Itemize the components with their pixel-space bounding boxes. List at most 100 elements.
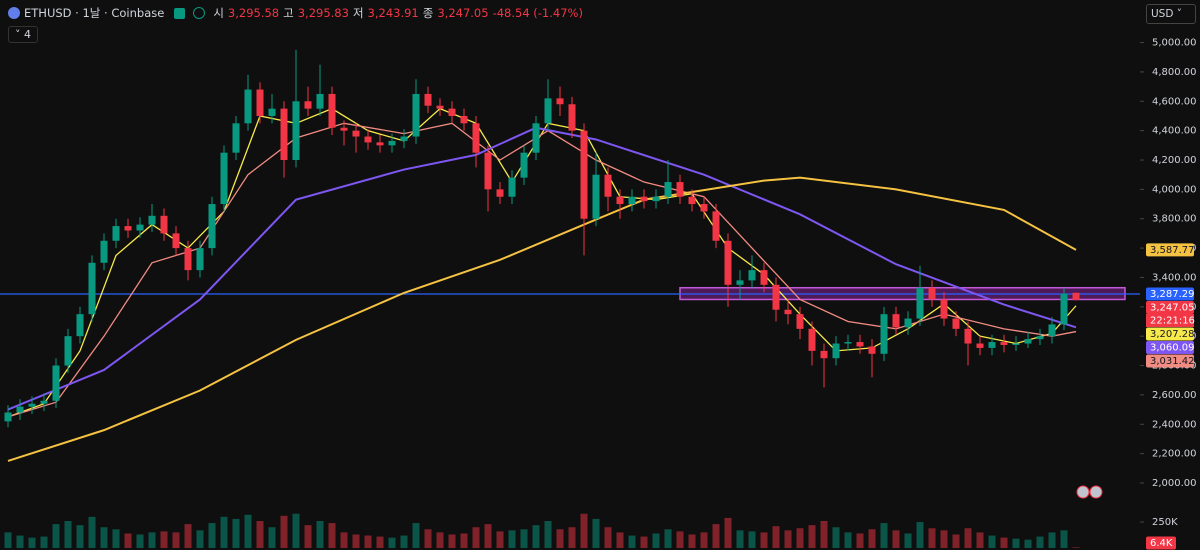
candle-body — [400, 136, 408, 141]
candle-body — [268, 108, 276, 116]
price-label-text: 3,587.77 — [1150, 245, 1195, 256]
close-value: 3,247.05 — [437, 6, 489, 20]
volume-bar — [1024, 539, 1032, 548]
candle-body — [88, 262, 96, 315]
volume-bar — [76, 525, 84, 548]
y-tick-label: 2,200.00 — [1152, 449, 1197, 460]
volume-bar — [208, 523, 216, 548]
volume-bar — [640, 536, 648, 548]
volume-bar — [856, 533, 864, 548]
candle-body — [976, 343, 984, 348]
candle-body — [64, 336, 72, 366]
event-flag — [1089, 485, 1103, 499]
candle-body — [760, 270, 768, 285]
candle-body — [796, 314, 804, 329]
volume-bar — [280, 515, 288, 548]
indicator-count: 4 — [24, 28, 31, 41]
candle-body — [1000, 342, 1008, 345]
volume-bar — [328, 523, 336, 548]
volume-bar — [928, 528, 936, 548]
y-tick-label: 4,000.00 — [1152, 184, 1197, 195]
moving-average — [7, 107, 1077, 418]
candle-body — [340, 127, 348, 131]
candle-body — [184, 248, 192, 271]
change: -48.54 (-1.47%) — [492, 6, 583, 20]
symbol[interactable]: ETHUSD · 1날 · Coinbase — [24, 6, 165, 20]
volume-bar — [700, 532, 708, 548]
candle-body — [568, 104, 576, 131]
volume-bar — [712, 524, 720, 548]
candle-body — [868, 346, 876, 354]
candle-body — [820, 350, 828, 359]
volume-bar — [88, 516, 96, 548]
volume-bar — [412, 523, 420, 548]
candle-body — [460, 115, 468, 124]
price-label: 3,287.29 — [1146, 287, 1195, 301]
volume-bar — [232, 518, 240, 548]
volume-bar — [976, 532, 984, 548]
price-label-box — [1146, 243, 1194, 257]
price-label: 3,207.28 — [1146, 327, 1195, 341]
volume-bar — [952, 534, 960, 548]
candle-body — [4, 412, 12, 422]
volume-tick-label: 250K — [1152, 517, 1178, 528]
candle-body — [808, 328, 816, 351]
candle-body — [28, 403, 36, 407]
candle-body — [844, 342, 852, 344]
volume-bar — [64, 521, 72, 548]
candle-body — [124, 226, 132, 231]
candle-body — [280, 108, 288, 161]
candle-body — [880, 314, 888, 354]
y-tick-label: 2,400.00 — [1152, 419, 1197, 430]
candle-body — [964, 328, 972, 344]
candle-body — [1072, 292, 1080, 300]
volume-bar — [796, 528, 804, 548]
volume-bar — [628, 535, 636, 548]
price-label-box — [1146, 341, 1194, 355]
volume-bar — [844, 532, 852, 548]
candle-body — [580, 130, 588, 219]
candle-body — [76, 314, 84, 337]
currency-select[interactable]: USD ˅ — [1146, 4, 1196, 24]
price-label-box — [1146, 354, 1194, 368]
volume-bar — [436, 532, 444, 548]
candle-body — [952, 318, 960, 329]
price-label: 3,031.42 — [1146, 354, 1195, 368]
candle-body — [484, 152, 492, 190]
volume-bar — [268, 527, 276, 548]
candle-body — [1024, 339, 1032, 344]
volume-bar — [400, 535, 408, 548]
volume-bar — [784, 530, 792, 548]
volume-bar — [760, 532, 768, 548]
currency: USD — [1151, 8, 1174, 20]
candle-body — [604, 174, 612, 197]
candle-body — [1012, 343, 1020, 345]
volume-bar — [4, 532, 12, 548]
volume-bar — [472, 527, 480, 548]
volume-bar — [16, 535, 24, 548]
candle-body — [352, 130, 360, 137]
volume-bar — [664, 529, 672, 548]
volume-bar — [220, 516, 228, 548]
volume-bar — [820, 521, 828, 548]
candle-body — [412, 93, 420, 137]
y-tick-label: 2,600.00 — [1152, 390, 1197, 401]
candle-body — [592, 174, 600, 219]
volume-bar — [1012, 538, 1020, 548]
candle-body — [160, 215, 168, 234]
price-label-text: 3,060.09 — [1150, 343, 1195, 354]
indicator-toggle[interactable]: ˅ 4 — [8, 26, 38, 43]
volume-bar — [316, 521, 324, 548]
volume-bar — [532, 525, 540, 548]
volume-bar — [448, 534, 456, 548]
volume-bar — [724, 517, 732, 548]
volume-bar — [916, 522, 924, 548]
candle-body — [532, 123, 540, 153]
volume-bar — [904, 533, 912, 548]
price-label: 3,587.77 — [1146, 243, 1195, 257]
volume-bar — [1036, 536, 1044, 548]
volume-bar — [988, 535, 996, 548]
volume-bar — [1072, 547, 1080, 548]
candle-body — [724, 240, 732, 285]
